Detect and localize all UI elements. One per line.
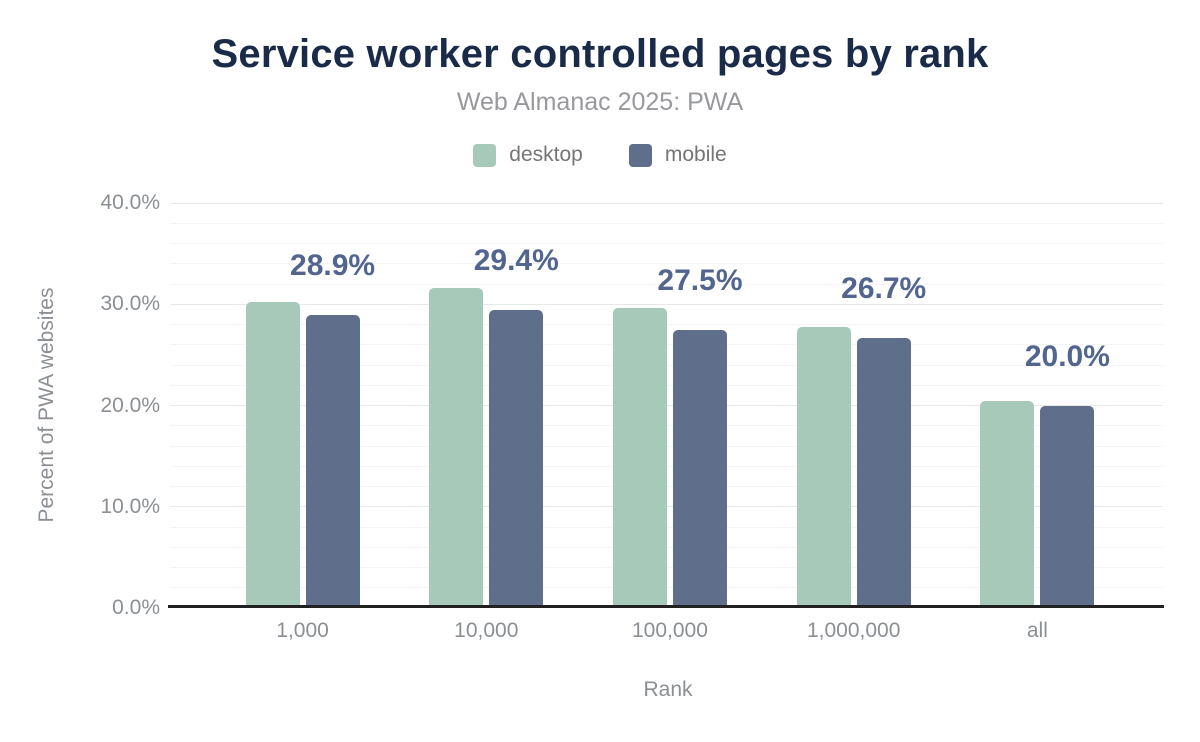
x-tick-label-1000: 1,000	[276, 619, 329, 642]
data-label-100000: 27.5%	[657, 263, 743, 297]
x-axis-line	[168, 605, 1164, 608]
gridline-minor-36	[170, 243, 1163, 244]
legend-swatch-mobile-icon	[628, 143, 652, 167]
bar-desktop-all[interactable]	[980, 401, 1035, 608]
legend-swatch-desktop-icon	[473, 143, 497, 167]
y-tick-label-10: 10.0%	[100, 494, 160, 518]
legend-label-desktop: desktop	[509, 143, 583, 166]
bar-mobile-1000000[interactable]	[856, 337, 911, 608]
chart-subtitle: Web Almanac 2025: PWA	[456, 88, 744, 116]
x-axis-title: Rank	[643, 678, 693, 701]
x-tick-label-100000: 100,000	[632, 619, 708, 642]
gridline-minor-38	[170, 222, 1163, 224]
data-label-1000: 28.9%	[290, 249, 376, 283]
data-label-all: 20.0%	[1024, 339, 1110, 373]
x-tick-label-1000000: 1,000,000	[806, 619, 901, 642]
y-tick-label-40: 40.0%	[100, 191, 160, 214]
x-tick-label-all: all	[1026, 619, 1048, 642]
bar-desktop-10000[interactable]	[429, 288, 484, 608]
bar-desktop-1000000[interactable]	[796, 326, 851, 608]
legend-item-mobile: mobile	[628, 143, 727, 167]
bar-mobile-all[interactable]	[1040, 405, 1095, 608]
chart-title: Service worker controlled pages by rank	[211, 32, 989, 76]
x-tick-label-10000: 10,000	[454, 619, 519, 642]
y-tick-label-0: 0.0%	[112, 596, 160, 619]
legend-label-mobile: mobile	[664, 143, 727, 166]
bar-desktop-1000[interactable]	[245, 302, 300, 608]
data-label-1000000: 26.7%	[841, 271, 927, 305]
y-tick-label-20: 20.0%	[100, 393, 160, 417]
legend-item-desktop: desktop	[473, 143, 583, 167]
plot-area	[170, 202, 1163, 608]
bar-mobile-100000[interactable]	[672, 329, 727, 608]
data-label-10000: 29.4%	[473, 244, 559, 278]
gridline-minor-34	[170, 263, 1163, 265]
y-tick-label-30: 30.0%	[100, 292, 160, 316]
gridline-minor-32	[170, 283, 1163, 285]
bar-mobile-1000[interactable]	[305, 315, 360, 608]
bar-desktop-100000[interactable]	[612, 308, 667, 608]
legend: desktop mobile	[0, 143, 1200, 167]
gridline-major-30	[170, 303, 1163, 305]
gridline-major-40	[170, 202, 1163, 204]
bar-mobile-10000[interactable]	[489, 310, 544, 608]
